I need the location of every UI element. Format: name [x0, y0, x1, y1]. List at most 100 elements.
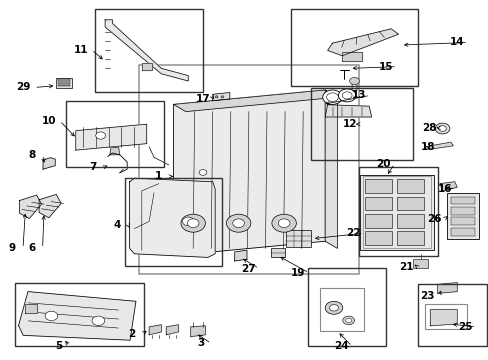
Bar — [285, 230, 310, 247]
Bar — [307, 268, 386, 346]
Bar — [417, 284, 486, 346]
Bar — [320, 288, 364, 331]
Bar — [450, 207, 474, 215]
Bar — [396, 179, 423, 193]
Bar — [15, 283, 144, 346]
Polygon shape — [429, 310, 456, 326]
Circle shape — [345, 318, 351, 323]
Circle shape — [271, 214, 296, 232]
Text: 15: 15 — [378, 62, 393, 72]
Text: 28: 28 — [421, 123, 436, 133]
Polygon shape — [110, 148, 120, 155]
Text: 25: 25 — [457, 322, 472, 332]
Bar — [310, 88, 412, 160]
Circle shape — [181, 214, 205, 232]
Polygon shape — [437, 283, 456, 293]
Circle shape — [226, 214, 250, 232]
Polygon shape — [173, 90, 325, 256]
Bar — [365, 231, 391, 245]
Polygon shape — [234, 250, 246, 261]
Bar — [396, 214, 423, 228]
Bar — [365, 197, 391, 210]
Text: 19: 19 — [290, 268, 305, 278]
Polygon shape — [173, 90, 337, 112]
Circle shape — [322, 90, 342, 104]
Bar — [66, 101, 163, 167]
Text: 6: 6 — [28, 243, 35, 253]
Text: 21: 21 — [399, 262, 413, 272]
Polygon shape — [129, 178, 215, 257]
Circle shape — [187, 219, 199, 228]
Polygon shape — [39, 194, 61, 218]
Bar — [56, 78, 72, 88]
Text: 18: 18 — [420, 142, 434, 152]
Polygon shape — [20, 195, 41, 219]
Bar — [450, 197, 474, 204]
Text: 13: 13 — [351, 90, 366, 100]
Bar — [58, 79, 70, 81]
Bar — [271, 248, 285, 257]
Bar — [396, 197, 423, 210]
Polygon shape — [76, 124, 146, 150]
Circle shape — [326, 93, 338, 102]
Bar — [139, 65, 359, 274]
Bar — [359, 167, 437, 256]
Bar — [58, 82, 70, 84]
Text: 10: 10 — [41, 116, 56, 126]
Circle shape — [342, 92, 351, 99]
Text: 24: 24 — [333, 341, 348, 351]
Circle shape — [45, 311, 58, 320]
Bar — [124, 178, 222, 266]
Circle shape — [221, 96, 224, 98]
Text: 20: 20 — [376, 159, 390, 169]
Polygon shape — [325, 105, 371, 117]
Polygon shape — [342, 52, 361, 61]
Polygon shape — [166, 325, 178, 335]
Bar — [425, 304, 466, 329]
Polygon shape — [105, 20, 188, 81]
Text: 8: 8 — [28, 150, 35, 160]
Circle shape — [329, 305, 338, 311]
Text: 7: 7 — [89, 162, 97, 172]
Circle shape — [96, 132, 105, 139]
Text: 3: 3 — [197, 338, 203, 348]
Text: 11: 11 — [73, 45, 88, 55]
Bar — [290, 9, 417, 86]
Text: 12: 12 — [342, 119, 356, 129]
Text: 9: 9 — [9, 243, 16, 253]
Bar — [360, 175, 433, 250]
Bar — [412, 259, 427, 268]
Text: 16: 16 — [437, 184, 451, 194]
Text: 2: 2 — [128, 329, 135, 339]
Polygon shape — [149, 325, 161, 335]
Text: 26: 26 — [426, 213, 441, 224]
Circle shape — [182, 217, 194, 226]
Circle shape — [199, 170, 206, 175]
Polygon shape — [25, 305, 37, 314]
Bar — [58, 85, 70, 86]
Circle shape — [438, 126, 446, 131]
Circle shape — [92, 316, 104, 325]
Text: 29: 29 — [16, 82, 31, 93]
Circle shape — [434, 123, 449, 134]
Polygon shape — [426, 142, 452, 149]
Bar — [450, 228, 474, 236]
Circle shape — [215, 96, 218, 98]
Polygon shape — [43, 158, 55, 169]
Bar — [95, 9, 203, 92]
Polygon shape — [212, 93, 229, 101]
Text: 23: 23 — [420, 291, 434, 301]
Text: 17: 17 — [195, 94, 210, 104]
Circle shape — [338, 89, 355, 102]
Text: 14: 14 — [449, 37, 464, 48]
Circle shape — [232, 219, 244, 228]
Circle shape — [278, 219, 289, 228]
Bar — [365, 214, 391, 228]
Polygon shape — [190, 326, 205, 337]
Polygon shape — [325, 90, 337, 248]
Polygon shape — [142, 63, 151, 70]
Text: 4: 4 — [113, 220, 121, 230]
Polygon shape — [19, 292, 136, 340]
Circle shape — [349, 77, 359, 85]
Bar — [450, 217, 474, 225]
